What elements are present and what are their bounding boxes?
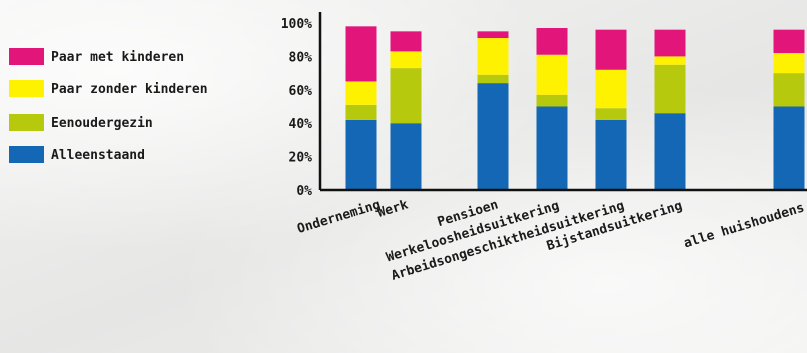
bar-segment — [654, 56, 686, 65]
bar-segment — [390, 51, 422, 69]
legend-label: Eenoudergezin — [51, 116, 153, 131]
bar-segment — [345, 81, 377, 105]
bar-segment — [536, 106, 568, 190]
bar-segment — [654, 64, 686, 114]
bar-segment — [595, 69, 627, 109]
legend-label: Paar zonder kinderen — [51, 82, 208, 97]
bar-segment — [390, 31, 422, 52]
bar-segment — [595, 108, 627, 120]
y-axis: 0% 20% 40% 60% 80% 100% — [281, 17, 312, 199]
bar-segment — [345, 26, 377, 82]
legend-swatch — [9, 146, 44, 163]
bar-segment — [345, 119, 377, 190]
legend-label: Alleenstaand — [51, 148, 145, 163]
bar-segment — [345, 104, 377, 120]
y-tick-label: 40% — [289, 117, 313, 132]
legend-swatch — [9, 80, 44, 97]
bar-segment — [595, 29, 627, 70]
y-tick-label: 80% — [289, 50, 313, 65]
legend-swatch — [9, 48, 44, 65]
bar-segment — [390, 68, 422, 124]
bar-segment — [773, 29, 805, 54]
bar-segment — [390, 123, 422, 190]
y-tick-label: 0% — [296, 184, 312, 199]
y-tick-label: 100% — [281, 17, 312, 32]
bar-segment — [536, 54, 568, 95]
legend: Paar met kinderen Paar zonder kinderen Een… — [9, 48, 208, 163]
legend-label: Paar met kinderen — [51, 50, 184, 65]
y-tick-label: 20% — [289, 151, 313, 166]
bar-segment — [654, 29, 686, 57]
bar-segment — [477, 31, 509, 39]
legend-swatch — [9, 114, 44, 131]
x-tick-label: Werk — [376, 197, 410, 221]
x-tick-label: alle huishoudens — [682, 200, 806, 251]
bars — [345, 26, 805, 190]
bar-segment — [536, 94, 568, 107]
bar-segment — [477, 74, 509, 84]
bar-segment — [536, 28, 568, 55]
bar-segment — [654, 113, 686, 190]
bar-segment — [477, 83, 509, 190]
bar-segment — [773, 106, 805, 190]
bar-segment — [595, 119, 627, 190]
y-tick-label: 60% — [289, 84, 313, 99]
x-tick-label: Onderneming — [295, 197, 382, 237]
bar-segment — [773, 73, 805, 107]
bar-segment — [477, 38, 509, 75]
bar-segment — [773, 53, 805, 74]
